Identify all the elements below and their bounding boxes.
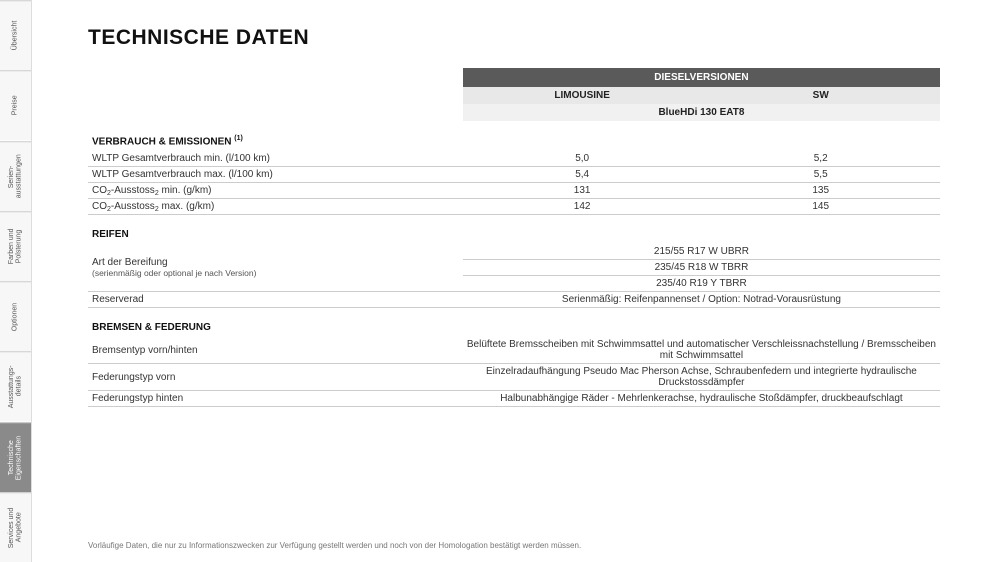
row-merged-line-1-0-0: 215/55 R17 W UBRR [463, 244, 940, 260]
row-merged-line-1-0-2: 235/40 R19 Y TBRR [463, 276, 940, 292]
sidebar: ÜbersichtPreiseSerien- ausstattungenFarb… [0, 0, 32, 562]
row-merged-line-1-0-1: 235/45 R18 W TBRR [463, 260, 940, 276]
section-title-0: VERBRAUCH & EMISSIONEN (1) [88, 121, 940, 151]
header-spacer [88, 68, 463, 87]
row-label-0-0: WLTP Gesamtverbrauch min. (l/100 km) [88, 151, 463, 167]
row-merged-1-1: Serienmäßig: Reifenpannenset / Option: N… [463, 292, 940, 308]
row-v1-0-1: 5,4 [463, 167, 702, 183]
sidebar-tab-6[interactable]: Technische Eigenschaften [0, 422, 31, 492]
sidebar-tab-4[interactable]: Optionen [0, 281, 31, 351]
page-title: TECHNISCHE DATEN [88, 26, 940, 50]
row-label-0-1: WLTP Gesamtverbrauch max. (l/100 km) [88, 167, 463, 183]
row-v2-0-1: 5,5 [701, 167, 940, 183]
row-label-0-2: CO2-Ausstoss2 min. (g/km) [88, 183, 463, 199]
row-merged-2-0: Belüftete Bremsscheiben mit Schwimmsatte… [463, 337, 940, 364]
sidebar-tab-3[interactable]: Farben und Polsterung [0, 211, 31, 281]
row-label-1-0: Art der Bereifung(serienmäßig oder optio… [88, 244, 463, 292]
sidebar-tab-5[interactable]: Ausstattungs- details [0, 351, 31, 421]
row-v1-0-2: 131 [463, 183, 702, 199]
header-variant-1: SW [701, 87, 940, 104]
section-title-2: BREMSEN & FEDERUNG [88, 308, 940, 338]
sidebar-tab-1[interactable]: Preise [0, 70, 31, 140]
row-v2-0-3: 145 [701, 199, 940, 215]
row-v2-0-0: 5,2 [701, 151, 940, 167]
sidebar-tab-2[interactable]: Serien- ausstattungen [0, 141, 31, 211]
row-merged-2-2: Halbunabhängige Räder - Mehrlenkerachse,… [463, 391, 940, 407]
row-v1-0-3: 142 [463, 199, 702, 215]
header-variant-0: LIMOUSINE [463, 87, 702, 104]
header-group: DIESELVERSIONEN [463, 68, 940, 87]
row-label-2-1: Federungstyp vorn [88, 364, 463, 391]
row-label-2-2: Federungstyp hinten [88, 391, 463, 407]
row-v1-0-0: 5,0 [463, 151, 702, 167]
section-title-1: REIFEN [88, 215, 940, 245]
sidebar-tab-0[interactable]: Übersicht [0, 0, 31, 70]
row-label-2-0: Bremsentyp vorn/hinten [88, 337, 463, 364]
footnote: Vorläufige Daten, die nur zu Information… [88, 541, 940, 550]
row-v2-0-2: 135 [701, 183, 940, 199]
sidebar-tab-7[interactable]: Services und Angebote [0, 492, 31, 562]
row-label-1-1: Reserverad [88, 292, 463, 308]
spec-table: DIESELVERSIONENLIMOUSINESWBlueHDi 130 EA… [88, 68, 940, 407]
main-content: TECHNISCHE DATEN DIESELVERSIONENLIMOUSIN… [32, 0, 1000, 562]
row-merged-2-1: Einzelradaufhängung Pseudo Mac Pherson A… [463, 364, 940, 391]
row-label-0-3: CO2-Ausstoss2 max. (g/km) [88, 199, 463, 215]
header-engine: BlueHDi 130 EAT8 [463, 104, 940, 121]
